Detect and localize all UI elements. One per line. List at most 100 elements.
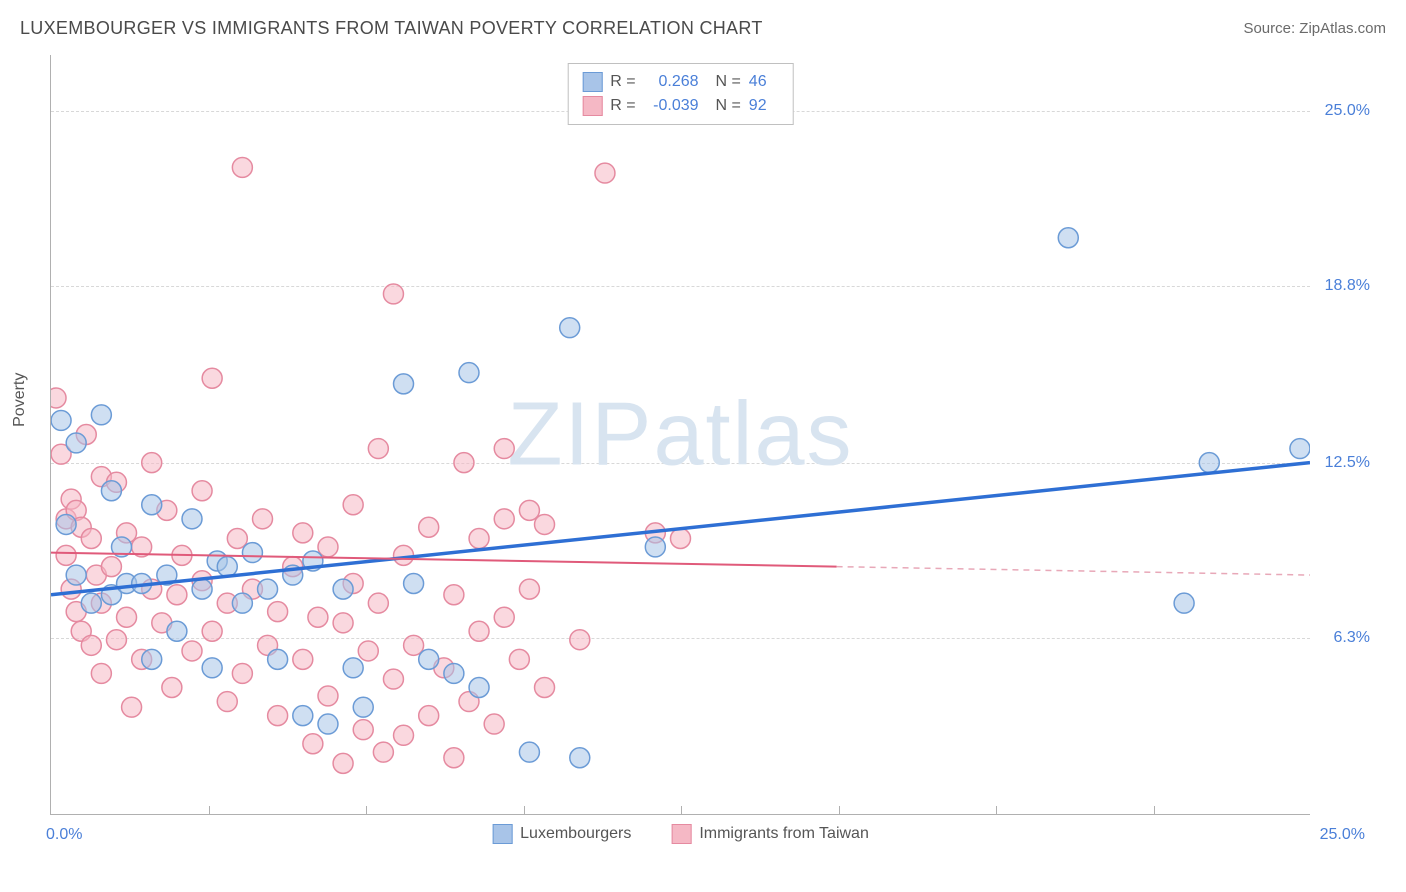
scatter-point — [51, 388, 66, 408]
scatter-point — [560, 318, 580, 338]
stats-n-value-2: 92 — [749, 97, 779, 115]
scatter-point — [394, 725, 414, 745]
y-tick-label: 18.8% — [1325, 277, 1370, 295]
scatter-point — [202, 368, 222, 388]
scatter-point — [117, 607, 137, 627]
scatter-point — [570, 748, 590, 768]
scatter-point — [444, 585, 464, 605]
scatter-point — [232, 663, 252, 683]
scatter-point — [227, 529, 247, 549]
stats-r-label-2: R = — [610, 97, 635, 115]
scatter-point — [494, 509, 514, 529]
scatter-point — [333, 579, 353, 599]
scatter-point — [469, 529, 489, 549]
scatter-point — [444, 663, 464, 683]
scatter-point — [81, 635, 101, 655]
scatter-point — [142, 453, 162, 473]
scatter-point — [373, 742, 393, 762]
scatter-point — [671, 529, 691, 549]
scatter-point — [81, 593, 101, 613]
scatter-point — [293, 649, 313, 669]
scatter-point — [142, 649, 162, 669]
scatter-point — [343, 495, 363, 515]
scatter-point — [519, 579, 539, 599]
scatter-point — [91, 663, 111, 683]
y-tick-label: 25.0% — [1325, 102, 1370, 120]
scatter-point — [368, 439, 388, 459]
bottom-legend: Luxembourgers Immigrants from Taiwan — [492, 824, 869, 844]
legend-swatch-2 — [671, 824, 691, 844]
scatter-point — [318, 537, 338, 557]
scatter-point — [122, 697, 142, 717]
scatter-point — [268, 602, 288, 622]
plot-area: ZIPatlas R = 0.268 N = 46 R = -0.039 N =… — [50, 55, 1310, 815]
scatter-point — [242, 543, 262, 563]
stats-r-value-1: 0.268 — [644, 73, 699, 91]
scatter-point — [353, 720, 373, 740]
scatter-point — [182, 509, 202, 529]
scatter-point — [162, 678, 182, 698]
scatter-point — [217, 557, 237, 577]
scatter-point — [66, 565, 86, 585]
legend-item-2: Immigrants from Taiwan — [671, 824, 869, 844]
stats-legend: R = 0.268 N = 46 R = -0.039 N = 92 — [567, 63, 794, 125]
y-axis-label: Poverty — [11, 373, 29, 427]
x-tick-label: 25.0% — [1320, 826, 1365, 844]
scatter-point — [494, 439, 514, 459]
scatter-point — [253, 509, 273, 529]
scatter-point — [333, 613, 353, 633]
scatter-point — [595, 163, 615, 183]
scatter-point — [318, 686, 338, 706]
stats-n-label-1: N = — [707, 73, 741, 91]
stats-n-value-1: 46 — [749, 73, 779, 91]
scatter-point — [469, 621, 489, 641]
scatter-point — [383, 669, 403, 689]
scatter-point — [202, 658, 222, 678]
scatter-point — [535, 678, 555, 698]
scatter-point — [91, 405, 111, 425]
scatter-point — [1290, 439, 1310, 459]
scatter-point — [353, 697, 373, 717]
stats-r-label-1: R = — [610, 73, 635, 91]
chart-container: Poverty ZIPatlas R = 0.268 N = 46 R = -0… — [50, 55, 1370, 835]
stats-swatch-2 — [582, 96, 602, 116]
scatter-point — [484, 714, 504, 734]
chart-title: LUXEMBOURGER VS IMMIGRANTS FROM TAIWAN P… — [20, 18, 763, 39]
scatter-point — [101, 481, 121, 501]
scatter-point — [570, 630, 590, 650]
scatter-point — [494, 607, 514, 627]
scatter-point — [1199, 453, 1219, 473]
scatter-point — [258, 579, 278, 599]
legend-label-1: Luxembourgers — [520, 825, 631, 843]
scatter-point — [394, 374, 414, 394]
stats-r-value-2: -0.039 — [644, 97, 699, 115]
scatter-point — [106, 630, 126, 650]
scatter-point — [81, 529, 101, 549]
scatter-point — [293, 706, 313, 726]
y-tick-label: 6.3% — [1334, 629, 1370, 647]
scatter-point — [167, 585, 187, 605]
legend-item-1: Luxembourgers — [492, 824, 631, 844]
legend-swatch-1 — [492, 824, 512, 844]
scatter-point — [383, 284, 403, 304]
scatter-point — [519, 500, 539, 520]
scatter-point — [66, 433, 86, 453]
scatter-point — [56, 514, 76, 534]
source-credit: Source: ZipAtlas.com — [1243, 20, 1386, 37]
scatter-point — [51, 410, 71, 430]
scatter-point — [268, 706, 288, 726]
scatter-point — [343, 658, 363, 678]
scatter-point — [368, 593, 388, 613]
stats-row-2: R = -0.039 N = 92 — [582, 94, 779, 118]
scatter-point — [142, 495, 162, 515]
data-layer — [51, 55, 1310, 814]
scatter-point — [232, 157, 252, 177]
scatter-point — [419, 517, 439, 537]
scatter-point — [419, 649, 439, 669]
scatter-point — [509, 649, 529, 669]
scatter-point — [232, 593, 252, 613]
scatter-point — [308, 607, 328, 627]
scatter-point — [56, 545, 76, 565]
stats-swatch-1 — [582, 72, 602, 92]
scatter-point — [454, 453, 474, 473]
